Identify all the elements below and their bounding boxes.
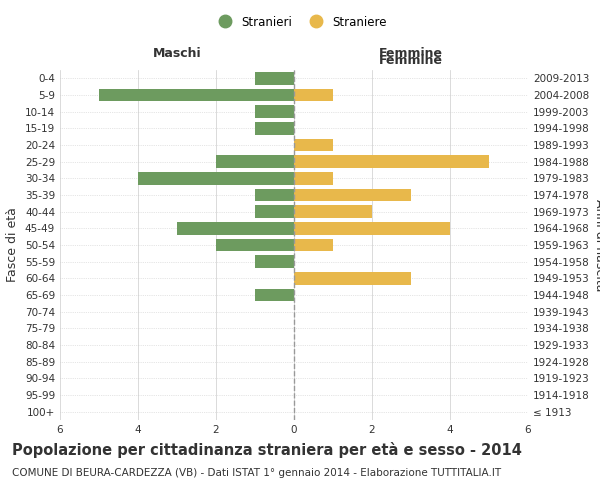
Bar <box>255 206 294 218</box>
Bar <box>294 239 333 251</box>
Bar <box>255 188 294 201</box>
Bar <box>255 256 294 268</box>
Bar <box>216 156 294 168</box>
Text: Femmine: Femmine <box>379 47 443 60</box>
Text: Popolazione per cittadinanza straniera per età e sesso - 2014: Popolazione per cittadinanza straniera p… <box>12 442 522 458</box>
Bar <box>255 106 294 118</box>
Bar <box>255 122 294 134</box>
Bar <box>294 222 450 234</box>
Bar <box>99 89 294 101</box>
Bar <box>294 272 411 284</box>
Bar <box>294 172 333 184</box>
Bar <box>294 89 333 101</box>
Bar <box>255 72 294 85</box>
Text: Maschi: Maschi <box>152 47 202 60</box>
Text: Femmine: Femmine <box>379 54 443 66</box>
Bar <box>294 188 411 201</box>
Bar <box>255 289 294 301</box>
Bar <box>138 172 294 184</box>
Text: COMUNE DI BEURA-CARDEZZA (VB) - Dati ISTAT 1° gennaio 2014 - Elaborazione TUTTIT: COMUNE DI BEURA-CARDEZZA (VB) - Dati IST… <box>12 468 501 477</box>
Y-axis label: Anni di nascita: Anni di nascita <box>593 198 600 291</box>
Bar <box>294 156 489 168</box>
Bar <box>216 239 294 251</box>
Legend: Stranieri, Straniere: Stranieri, Straniere <box>208 11 392 34</box>
Bar <box>177 222 294 234</box>
Bar <box>294 138 333 151</box>
Bar <box>294 206 372 218</box>
Y-axis label: Fasce di età: Fasce di età <box>7 208 19 282</box>
